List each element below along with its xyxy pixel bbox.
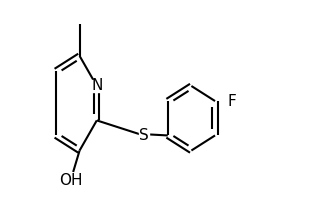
Bar: [91, 80, 102, 92]
Text: F: F: [228, 94, 237, 109]
Bar: [60, 173, 82, 188]
Text: OH: OH: [59, 173, 83, 188]
Text: S: S: [139, 128, 149, 143]
Bar: [139, 129, 149, 142]
Bar: [225, 95, 231, 108]
Text: N: N: [91, 78, 102, 94]
